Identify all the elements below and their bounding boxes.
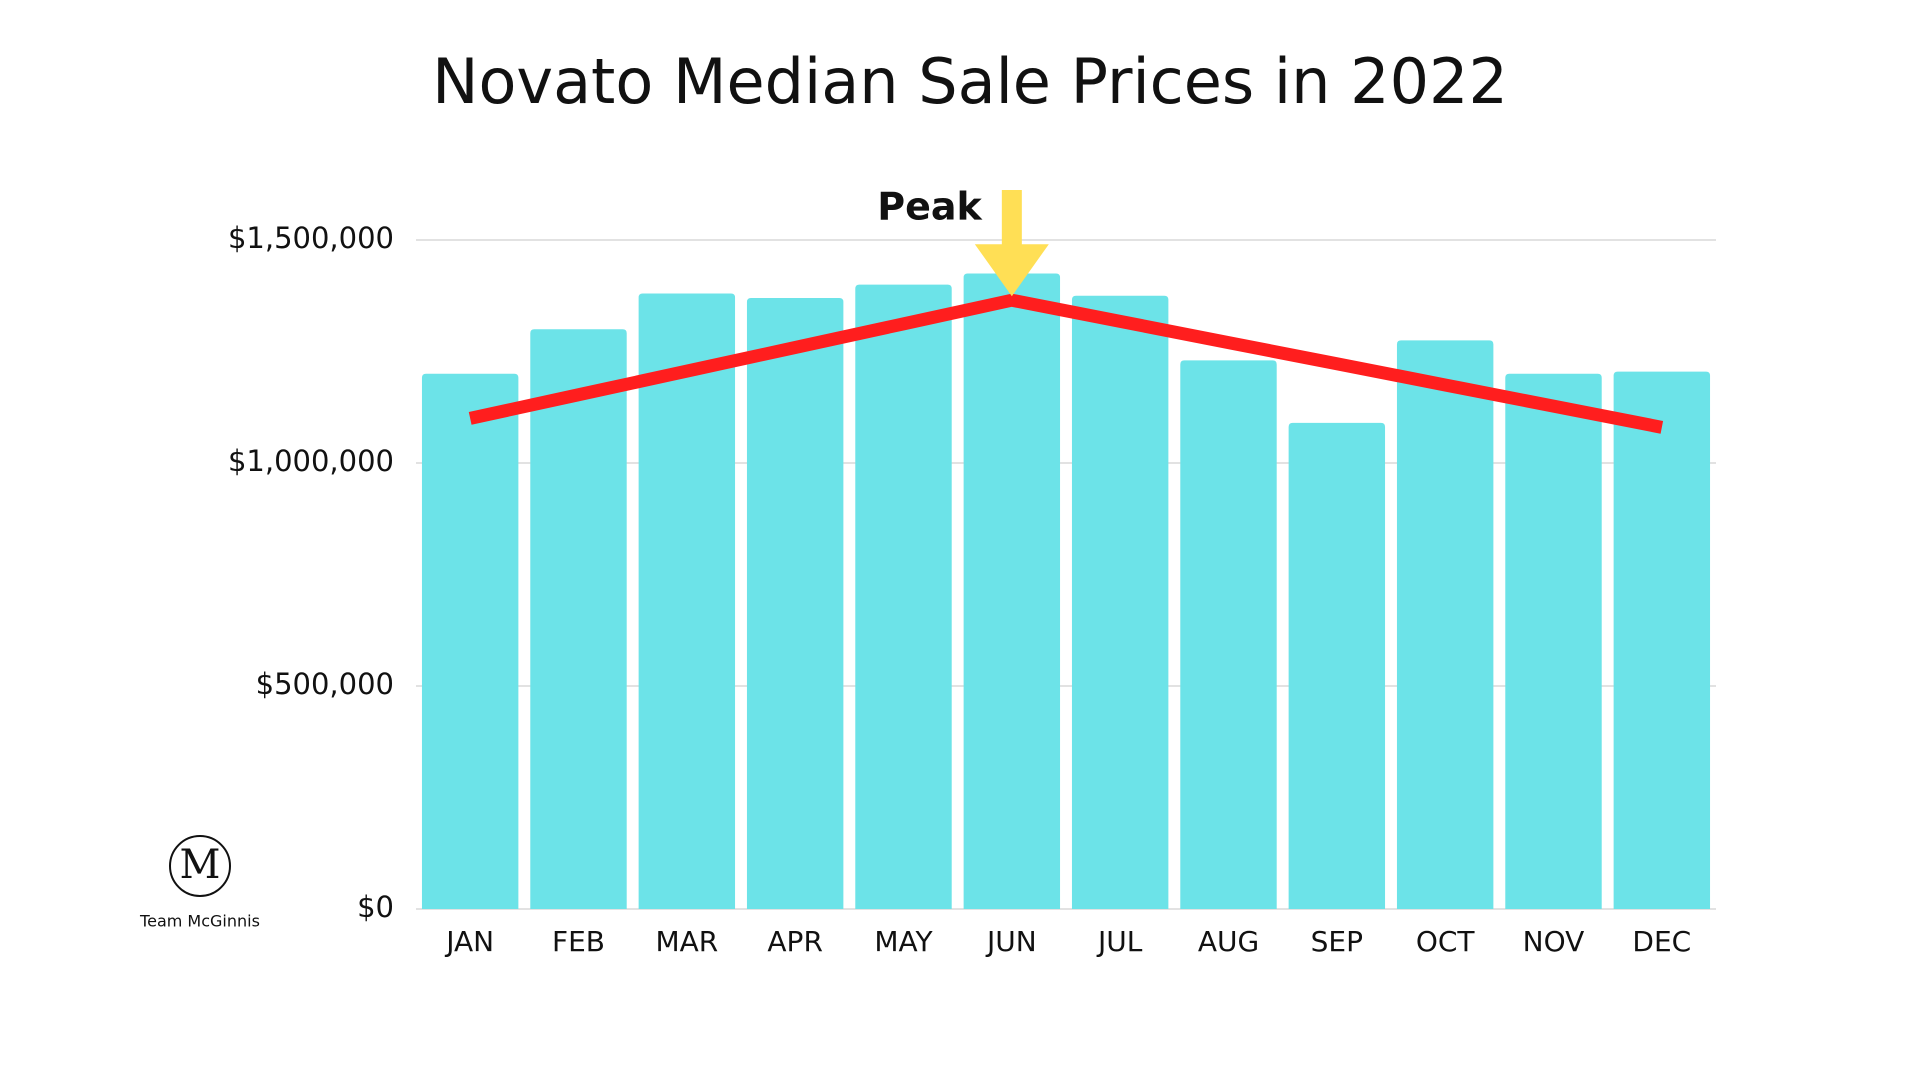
x-tick-label: NOV [1523, 925, 1585, 958]
x-tick-label: AUG [1198, 925, 1259, 958]
bar [1180, 360, 1277, 909]
logo-circle [169, 835, 231, 897]
y-tick-label: $0 [357, 890, 394, 924]
bar [1613, 371, 1711, 909]
x-tick-label: DEC [1632, 925, 1691, 958]
x-tick-label: APR [767, 925, 823, 958]
x-tick-label: JAN [444, 925, 494, 958]
bar [421, 373, 519, 909]
x-tick-label: OCT [1416, 925, 1476, 958]
y-tick-label: $1,000,000 [228, 444, 394, 478]
y-tick-label: $1,500,000 [228, 221, 394, 255]
bar [746, 297, 844, 910]
chart-title: Novato Median Sale Prices in 2022 [432, 45, 1508, 118]
bar [1071, 295, 1169, 909]
peak-arrow [974, 190, 1049, 297]
x-tick-label: JUN [985, 925, 1037, 958]
annotation: Peak [877, 185, 982, 229]
y-tick-label: $500,000 [256, 667, 394, 701]
logo-letter: M [180, 842, 221, 888]
bar [1396, 340, 1494, 910]
x-tick-label: SEP [1311, 925, 1363, 958]
bar [638, 293, 736, 909]
trend-line [468, 293, 1664, 434]
bar [1505, 373, 1602, 909]
x-tick-label: FEB [552, 925, 605, 958]
x-tick-label: JUL [1096, 925, 1143, 958]
bar [855, 284, 952, 910]
bar [963, 273, 1061, 909]
bar [1288, 422, 1386, 909]
logo-text: Team McGinnis [139, 912, 260, 931]
bar [530, 329, 627, 909]
x-tick-label: MAR [655, 925, 718, 958]
x-tick-label: MAY [874, 925, 933, 958]
